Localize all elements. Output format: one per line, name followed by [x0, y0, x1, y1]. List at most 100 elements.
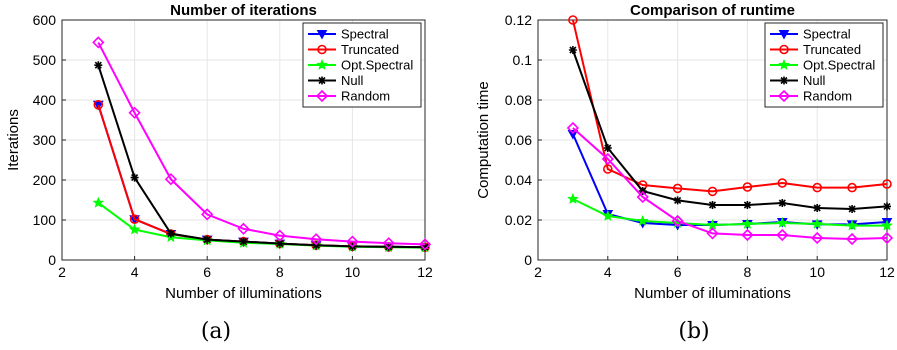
legend-marker [779, 44, 789, 55]
data-point-opt-spectral [881, 219, 893, 231]
data-point-opt-spectral [776, 216, 789, 228]
legend-marker [317, 44, 327, 55]
x-tick-label: 4 [131, 264, 139, 280]
data-point-random [706, 227, 719, 240]
y-tick-label: 400 [33, 92, 57, 108]
data-point-null [603, 144, 612, 152]
data-point-truncated [882, 179, 892, 189]
data-point-null [275, 239, 284, 248]
data-point-null [813, 204, 822, 212]
legend-marker [316, 30, 328, 40]
data-point-truncated [93, 100, 104, 110]
data-point-random [601, 152, 614, 166]
data-point-null [203, 235, 212, 244]
y-tick-label: 500 [33, 52, 57, 68]
data-point-random [128, 106, 141, 119]
data-point-truncated [672, 183, 683, 194]
y-tick-label: 0.1 [513, 52, 533, 68]
legend-marker [778, 30, 790, 40]
x-tick-label: 6 [203, 264, 211, 280]
data-point-random [382, 237, 395, 250]
data-point-opt-spectral [811, 217, 823, 229]
data-point-truncated [742, 182, 753, 192]
x-tick-label: 6 [674, 264, 682, 280]
chart-title: Comparison of runtime [630, 2, 795, 19]
y-tick-label: 600 [33, 12, 57, 28]
data-point-null [421, 243, 429, 252]
data-point-truncated [777, 178, 788, 188]
legend-marker [315, 89, 329, 103]
data-point-null [708, 201, 717, 209]
y-tick-label: 0.12 [505, 12, 532, 28]
series-line-null [97, 64, 426, 249]
x-tick-label: 10 [345, 264, 361, 280]
data-point-random [776, 228, 789, 242]
legend-marker [316, 58, 328, 70]
data-point-null [673, 196, 682, 205]
x-axis-label: Number of illuminations [165, 285, 322, 302]
y-tick-label: 0.06 [505, 132, 532, 148]
legend-label: Random [341, 89, 390, 104]
y-tick-label: 200 [33, 172, 57, 188]
data-point-null [130, 173, 139, 182]
series-line-opt-spectral [572, 198, 887, 227]
data-point-random [566, 121, 580, 135]
legend-label: Opt.Spectral [803, 58, 875, 73]
data-point-random [346, 235, 359, 248]
x-tick-label: 8 [744, 264, 752, 280]
x-tick-label: 12 [879, 264, 895, 280]
y-tick-label: 0 [524, 252, 532, 268]
data-point-null [239, 237, 248, 246]
y-axis-label: Iterations [5, 109, 22, 171]
data-point-random [741, 228, 754, 242]
data-point-random [237, 222, 250, 235]
data-point-random [845, 232, 859, 246]
legend-marker [318, 76, 326, 85]
data-point-random [273, 229, 286, 242]
data-point-truncated [129, 214, 140, 224]
y-tick-label: 0.08 [505, 92, 532, 108]
data-point-opt-spectral [846, 219, 858, 231]
legend-label: Null [803, 73, 826, 88]
data-point-random [880, 231, 894, 245]
x-tick-label: 10 [809, 264, 825, 280]
data-point-opt-spectral [92, 196, 105, 208]
data-point-null [848, 205, 857, 213]
legend-label: Opt.Spectral [341, 58, 413, 73]
legend-marker [777, 89, 791, 103]
data-point-null [166, 229, 175, 238]
x-axis-label: Number of illuminations [634, 285, 791, 302]
data-point-random [811, 231, 824, 245]
y-tick-label: 0.02 [505, 212, 532, 228]
series-line-null [571, 49, 888, 211]
data-point-null [94, 61, 103, 70]
legend-label: Null [341, 73, 364, 88]
data-point-opt-spectral [636, 214, 649, 226]
data-point-random [418, 238, 432, 251]
y-tick-label: 100 [33, 212, 57, 228]
data-point-null [384, 242, 393, 251]
data-point-truncated [847, 182, 857, 193]
x-tick-label: 12 [417, 264, 433, 280]
data-point-opt-spectral [567, 192, 579, 204]
data-point-opt-spectral [741, 217, 754, 229]
data-point-null [883, 202, 891, 211]
data-point-spectral [567, 130, 579, 140]
data-point-opt-spectral [706, 218, 719, 230]
data-point-random [636, 190, 649, 204]
chart-panel-b: 2 4 6 8 10 12 0 0.02 0.04 0.06 0.08 0.1 0.12 Comparis… [475, 2, 895, 344]
legend-marker [778, 58, 790, 70]
figure-caption: (b) [678, 319, 709, 344]
x-tick-label: 4 [604, 264, 612, 280]
data-point-opt-spectral [602, 209, 614, 221]
data-point-random [164, 173, 178, 186]
data-point-null [778, 199, 787, 207]
data-point-null [568, 46, 577, 54]
legend-label: Truncated [341, 42, 399, 57]
x-tick-label: 8 [276, 264, 284, 280]
legend-label: Truncated [803, 42, 861, 57]
series-line-random [97, 41, 426, 246]
